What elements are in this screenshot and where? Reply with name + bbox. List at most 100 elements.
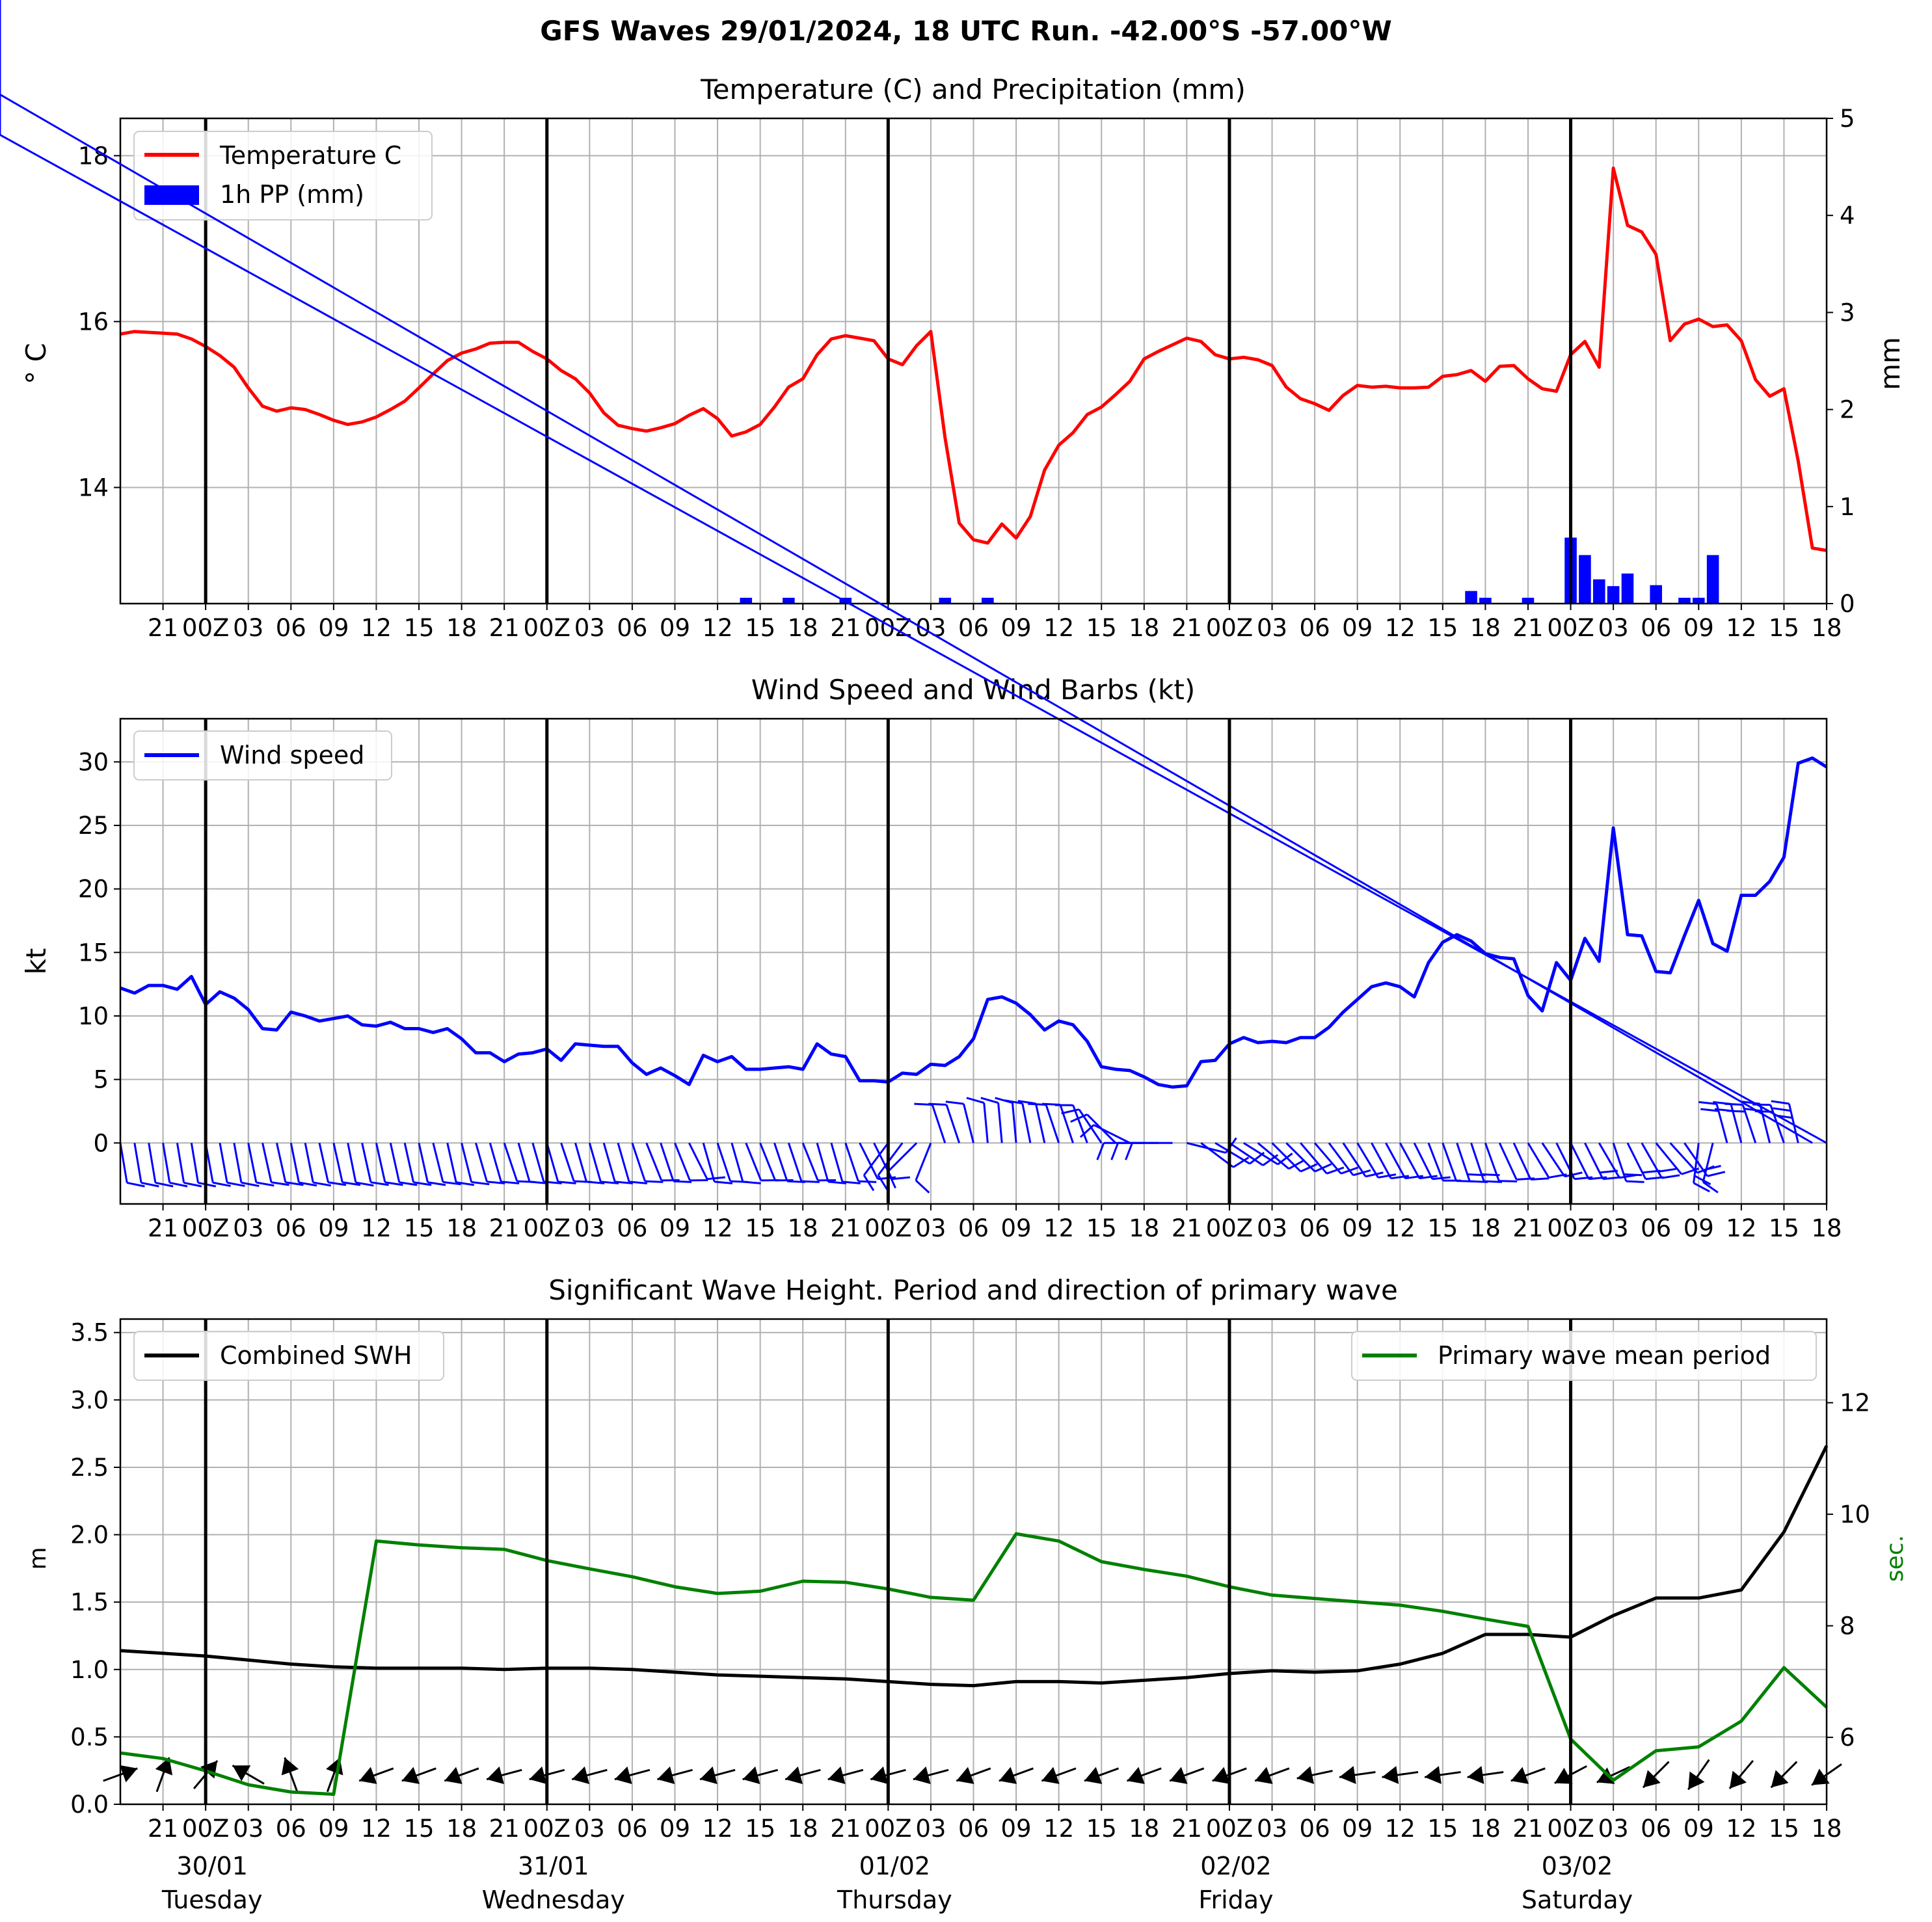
wave-direction-arrowhead <box>1729 1770 1747 1789</box>
x-tick-label: 18 <box>1811 1214 1842 1242</box>
wind-barb-staff <box>1271 1142 1302 1173</box>
x-tick-label: 06 <box>958 1815 989 1843</box>
temperature-y-ticks: 14 16 18 <box>78 142 120 501</box>
wind-barb-staff <box>863 1142 889 1176</box>
wind-barb-flag <box>226 1181 245 1187</box>
temperature-y-label: ° C <box>20 343 52 384</box>
wind-barb-flag <box>413 1181 432 1186</box>
day-name-label: Saturday <box>1522 1886 1633 1914</box>
x-tick-label: 12 <box>361 614 392 642</box>
x-tick-label: 12 <box>1726 1815 1756 1843</box>
wind-barb-staff <box>403 1142 415 1183</box>
x-tick-label: 21 <box>1172 1815 1202 1843</box>
wind-barb-staff <box>1570 1142 1590 1180</box>
x-tick-label: 15 <box>1769 1815 1799 1843</box>
wind-barb-flag <box>1365 1171 1384 1178</box>
wind-barb-flag <box>471 1181 490 1186</box>
x-tick-label: 06 <box>617 614 647 642</box>
x-tick-label: 18 <box>1470 1214 1501 1242</box>
x-tick-label: 00Z <box>1547 1815 1594 1843</box>
x-tick-label: 09 <box>1001 1214 1032 1242</box>
x-tick-label: 03 <box>915 1214 946 1242</box>
wind-barb-flag <box>529 1181 548 1184</box>
day-date-label: 31/01 <box>518 1852 589 1880</box>
wind-barb-staff <box>688 1142 708 1180</box>
wind-barb-staff <box>517 1142 531 1182</box>
x-tick-label: 03 <box>574 614 605 642</box>
wave-direction-arrowhead <box>700 1766 718 1784</box>
x-tick-label: 21 <box>830 1214 861 1242</box>
y-tick-label: 1.5 <box>70 1588 109 1616</box>
x-tick-label: 21 <box>489 1214 520 1242</box>
y-tick-label: 15 <box>78 939 109 967</box>
wind-barb-staff <box>262 1142 273 1183</box>
swh-y-ticks: 0.0 0.5 1.0 1.5 2.0 2.5 3.0 3.5 <box>70 1319 120 1819</box>
wind-barb-flag <box>1070 1114 1088 1123</box>
wind-lines <box>120 756 1828 1089</box>
y-tick-label: 10 <box>78 1002 109 1030</box>
x-tick-label: 21 <box>830 614 861 642</box>
x-tick-label: 18 <box>1129 1214 1159 1242</box>
wind-barb-flag <box>1314 1163 1332 1173</box>
wind-barb-staff <box>859 1142 879 1180</box>
legend-temperature-label: Temperature C <box>219 141 401 170</box>
wind-barb-staff <box>830 1142 844 1182</box>
x-tick-label: 09 <box>318 614 349 642</box>
wave-direction-arrowhead <box>1212 1767 1230 1784</box>
x-tick-label: 12 <box>1043 1214 1074 1242</box>
wind-barb-flag <box>241 1181 260 1187</box>
x-tick-label: 06 <box>617 1214 647 1242</box>
wind-barb-staff <box>560 1142 575 1182</box>
day-date-label: 02/02 <box>1200 1852 1272 1880</box>
wind-barb-staff <box>1484 1142 1500 1182</box>
y-tick-label: 14 <box>78 474 109 501</box>
wind-barb-staff <box>233 1142 243 1183</box>
x-tick-label: 00Z <box>182 1214 229 1242</box>
temperature-frame <box>119 117 1828 605</box>
wind-barb-staff <box>702 1142 716 1182</box>
x-tick-label: 21 <box>148 614 178 642</box>
y-tick-label: 3.0 <box>70 1386 109 1414</box>
wind-barb-staff <box>844 1142 859 1182</box>
wind-barb-staff <box>816 1142 829 1182</box>
wind-legend: Wind speed <box>133 730 392 781</box>
x-tick-label: 12 <box>1043 614 1074 642</box>
wave-panel-title: Significant Wave Height. Period and dire… <box>548 1274 1398 1306</box>
x-tick-label: 03 <box>233 614 263 642</box>
wind-barb-flag <box>1300 1163 1318 1173</box>
wind-panel: Wind Speed and Wind Barbs (kt) 0 5 10 15 20 2… <box>0 0 1842 1242</box>
y-tick-label: 3.5 <box>70 1319 109 1347</box>
x-tick-label: 03 <box>1257 1815 1287 1843</box>
x-tick-label: 21 <box>830 1815 861 1843</box>
wind-barb-flag <box>600 1181 619 1184</box>
swh-y-label: m <box>25 1547 51 1569</box>
x-tick-label: 21 <box>148 1214 178 1242</box>
wave-direction-arrowhead <box>444 1767 463 1784</box>
wind-barb-flag <box>966 1097 985 1104</box>
wind-barb-flag <box>1589 1176 1607 1181</box>
x-tick-label: 12 <box>361 1214 392 1242</box>
wind-barb-staff <box>289 1142 300 1183</box>
x-tick-label: 12 <box>1385 1815 1415 1843</box>
wave-direction-arrowhead <box>281 1757 299 1776</box>
x-tick-label: 03 <box>574 1214 605 1242</box>
swh-line <box>120 1445 1829 1688</box>
wind-barb-staff <box>304 1142 314 1183</box>
x-tick-label: 00Z <box>182 1815 229 1843</box>
x-tick-label: 06 <box>1641 614 1671 642</box>
x-tick-label: 15 <box>403 1815 434 1843</box>
x-tick-label: 15 <box>745 614 775 642</box>
wind-barb-staff <box>1072 1104 1088 1143</box>
x-tick-label: 09 <box>1342 1815 1373 1843</box>
precip-y-label: mm <box>1874 337 1906 390</box>
wind-barb-staff <box>602 1142 616 1182</box>
y-tick-label: 18 <box>78 142 109 170</box>
y-tick-label: 20 <box>78 875 109 903</box>
wind-barb-staff <box>1427 1142 1444 1181</box>
x-tick-label: 09 <box>1684 1214 1714 1242</box>
wind-speed-line <box>120 756 1828 1089</box>
wind-barb-staff <box>1541 1142 1566 1177</box>
wind-barb-staff <box>162 1143 171 1183</box>
wind-barb-flag <box>1378 1173 1397 1179</box>
x-tick-label: 09 <box>1001 1815 1032 1843</box>
